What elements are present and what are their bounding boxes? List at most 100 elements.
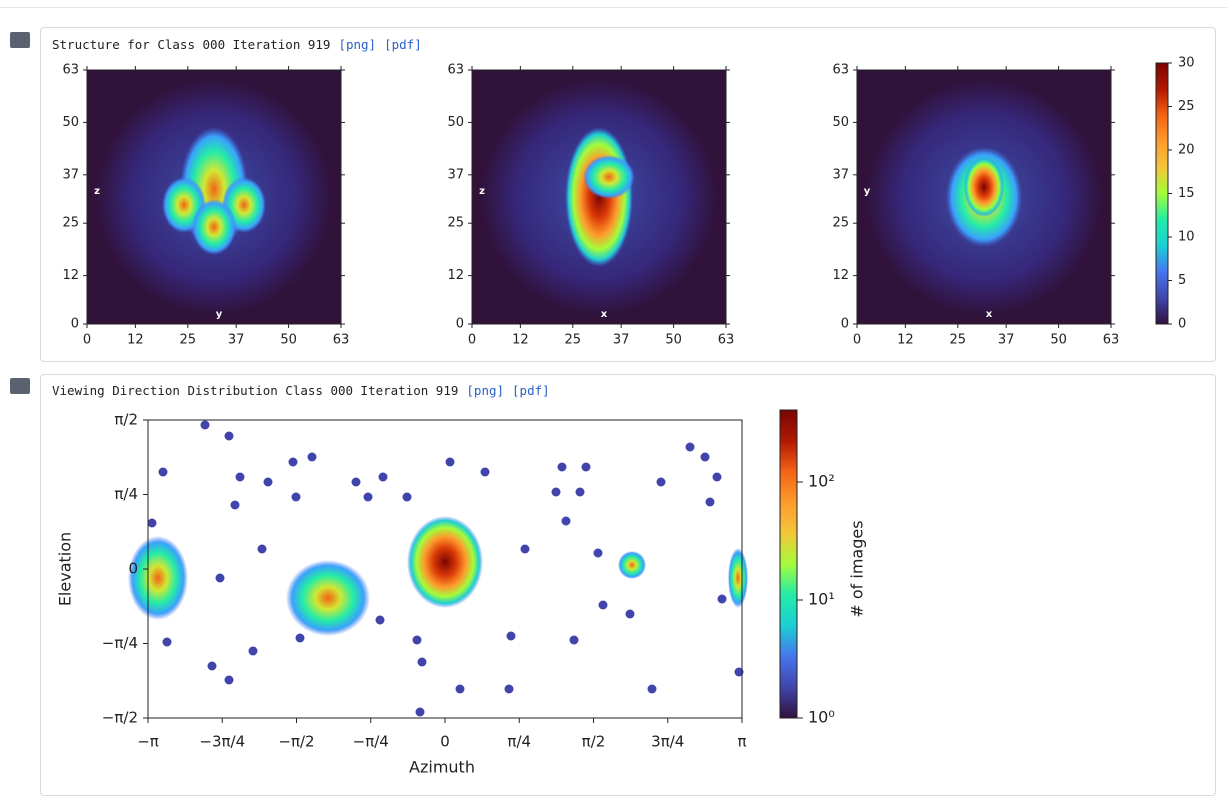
x-tick-label: 63 (1103, 333, 1120, 348)
y-tick-label: 12 (447, 268, 464, 283)
figures: 0012122525373750506363zy0012122525373750… (0, 0, 1227, 782)
hexbin (249, 647, 258, 656)
y-tick-label: 63 (447, 63, 464, 78)
hexbin (481, 468, 490, 477)
hexbin (236, 473, 245, 482)
density (128, 536, 188, 620)
x-tick-label: 12 (512, 333, 529, 348)
hexbin (225, 432, 234, 441)
x-tick-label: 37 (613, 333, 630, 348)
y-tick-label: 12 (62, 268, 79, 283)
x-tick-label: −3π/4 (199, 733, 245, 751)
x-tick-label: 25 (565, 333, 582, 348)
y-tick-label: 37 (447, 167, 464, 182)
hexbin (379, 473, 388, 482)
x-tick-label: −π/4 (353, 733, 389, 751)
colorbar-tick-label: 15 (1178, 186, 1195, 201)
hexbin (446, 458, 455, 467)
density (964, 157, 1004, 217)
hexbin (626, 610, 635, 619)
y-tick-label: π/4 (114, 485, 138, 503)
y-tick-label: 25 (447, 216, 464, 231)
x-tick-label: π (737, 733, 746, 751)
hexbin (163, 638, 172, 647)
colorbar-tick-label: 5 (1178, 273, 1186, 288)
colorbar-tick-label: 20 (1178, 143, 1195, 158)
hexbin (208, 662, 217, 671)
hexbin (308, 453, 317, 462)
axis-label: x (986, 309, 993, 320)
hexbin (552, 488, 561, 497)
hexbin (376, 616, 385, 625)
hexbin (686, 443, 695, 452)
y-tick-label: 0 (841, 317, 849, 332)
colorbar-tick-label: 25 (1178, 99, 1195, 114)
density (618, 551, 646, 579)
hexbin (521, 545, 530, 554)
y-tick-label: 63 (832, 63, 849, 78)
x-tick-label: 25 (950, 333, 967, 348)
colorbar-tick-label: 10⁰ (808, 708, 835, 727)
hexbin (701, 453, 710, 462)
density (407, 516, 483, 608)
hexbin (403, 493, 412, 502)
hexbin (706, 498, 715, 507)
hexbin (416, 708, 425, 717)
hexbin (413, 636, 422, 645)
density (728, 548, 748, 608)
hexbin (159, 468, 168, 477)
hexbin (292, 493, 301, 502)
x-tick-label: 12 (897, 333, 914, 348)
hexbin (216, 574, 225, 583)
colorbar-tick-label: 10² (808, 472, 835, 491)
hexbin (258, 545, 267, 554)
x-tick-label: 37 (228, 333, 245, 348)
axis-label: y (216, 309, 223, 320)
x-tick-label: 63 (333, 333, 350, 348)
y-tick-label: 50 (62, 115, 79, 130)
hexbin (352, 478, 361, 487)
colorbar (780, 410, 797, 718)
x-tick-label: −π/2 (278, 733, 314, 751)
hexbin (456, 685, 465, 694)
x-tick-label: 0 (83, 333, 91, 348)
hexbin (648, 685, 657, 694)
density (192, 199, 236, 255)
hexbin (570, 636, 579, 645)
y-tick-label: π/2 (114, 411, 138, 429)
colorbar (1156, 63, 1168, 324)
x-tick-label: 0 (468, 333, 476, 348)
y-tick-label: 25 (62, 216, 79, 231)
x-tick-label: 0 (440, 733, 450, 751)
page: {"panels":[ {"title":"Structure for Clas… (0, 0, 1227, 782)
x-tick-label: 25 (180, 333, 197, 348)
hexbin (201, 421, 210, 430)
axis-label: y (864, 186, 871, 197)
hexbin (594, 549, 603, 558)
hexbin (507, 632, 516, 641)
hexbin (657, 478, 666, 487)
y-tick-label: 25 (832, 216, 849, 231)
x-tick-label: 63 (718, 333, 735, 348)
density (583, 155, 635, 199)
hexbin (713, 473, 722, 482)
hexbin (148, 519, 157, 528)
hexbin (558, 463, 567, 472)
hexbin (718, 595, 727, 604)
colorbar-tick-label: 10 (1178, 230, 1195, 245)
colorbar-label: # of images (848, 520, 867, 617)
colorbar-tick-label: 0 (1178, 317, 1186, 332)
y-tick-label: 50 (832, 115, 849, 130)
hexbin (562, 517, 571, 526)
x-tick-label: 50 (1050, 333, 1067, 348)
hexbin (599, 601, 608, 610)
colorbar-tick-label: 30 (1178, 56, 1195, 71)
y-tick-label: 50 (447, 115, 464, 130)
y-tick-label: 63 (62, 63, 79, 78)
hexbin (231, 501, 240, 510)
hexbin (364, 493, 373, 502)
y-axis-label: Elevation (56, 532, 75, 606)
x-tick-label: π/2 (582, 733, 606, 751)
y-tick-label: 12 (832, 268, 849, 283)
x-tick-label: 12 (127, 333, 144, 348)
